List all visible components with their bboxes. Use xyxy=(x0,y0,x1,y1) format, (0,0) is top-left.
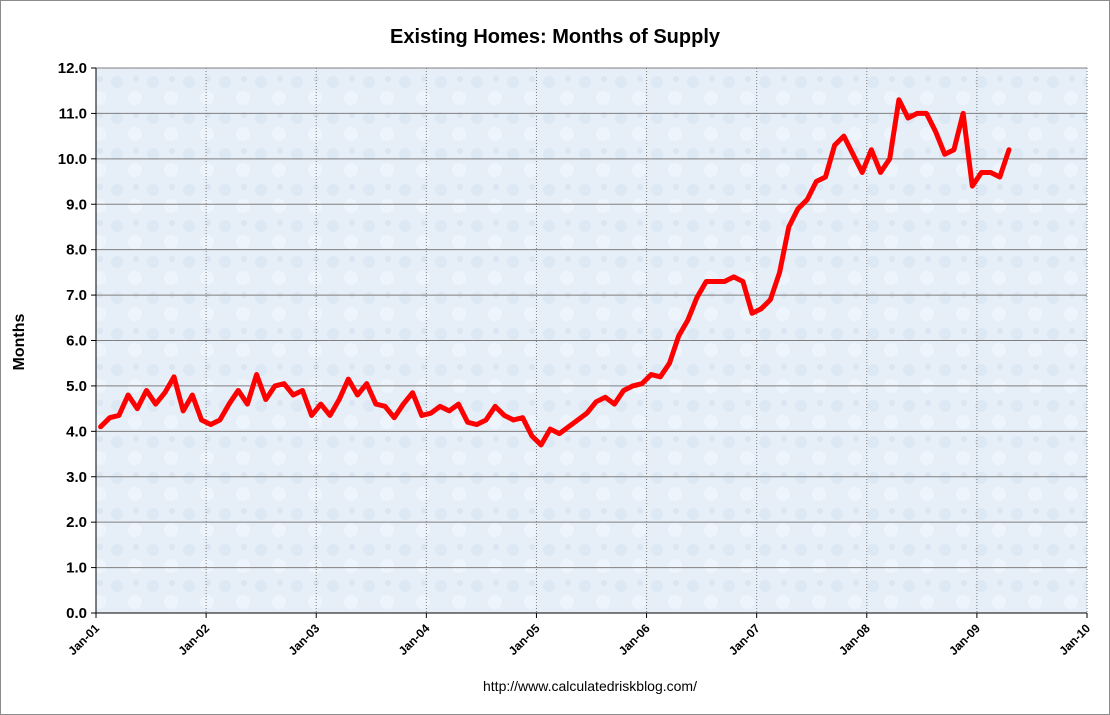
y-tick-label: 0.0 xyxy=(66,605,87,622)
y-tick-label: 3.0 xyxy=(66,469,87,486)
x-tick-label: Jan-01 xyxy=(65,621,102,658)
y-tick-label: 12.0 xyxy=(58,60,87,77)
y-tick-label: 7.0 xyxy=(66,287,87,304)
x-tick-label: Jan-10 xyxy=(1056,621,1093,658)
series-line xyxy=(98,97,1012,448)
x-tick-label: Jan-05 xyxy=(506,621,543,658)
y-tick-label: 5.0 xyxy=(66,378,87,395)
x-tick-label: Jan-07 xyxy=(726,621,763,658)
y-tick-label: 4.0 xyxy=(66,423,87,440)
x-tick-label: Jan-09 xyxy=(946,621,983,658)
x-tick-label: Jan-04 xyxy=(396,621,433,658)
chart-title: Existing Homes: Months of Supply xyxy=(389,26,720,48)
y-tick-label: 1.0 xyxy=(66,560,87,577)
y-tick-label: 8.0 xyxy=(66,242,87,259)
y-tick-label: 11.0 xyxy=(59,105,87,122)
y-tick-label: 6.0 xyxy=(66,333,87,350)
y-tick-label: 9.0 xyxy=(66,196,87,213)
y-tick-label: 2.0 xyxy=(66,514,87,531)
y-tick-label: 10.0 xyxy=(58,151,87,168)
x-tick-label: Jan-08 xyxy=(836,621,873,658)
x-tick-label: Jan-03 xyxy=(286,621,323,658)
source-url: http://www.calculatedriskblog.com/ xyxy=(483,678,697,694)
x-tick-label: Jan-02 xyxy=(175,621,212,658)
x-tick-label: Jan-06 xyxy=(616,621,653,658)
